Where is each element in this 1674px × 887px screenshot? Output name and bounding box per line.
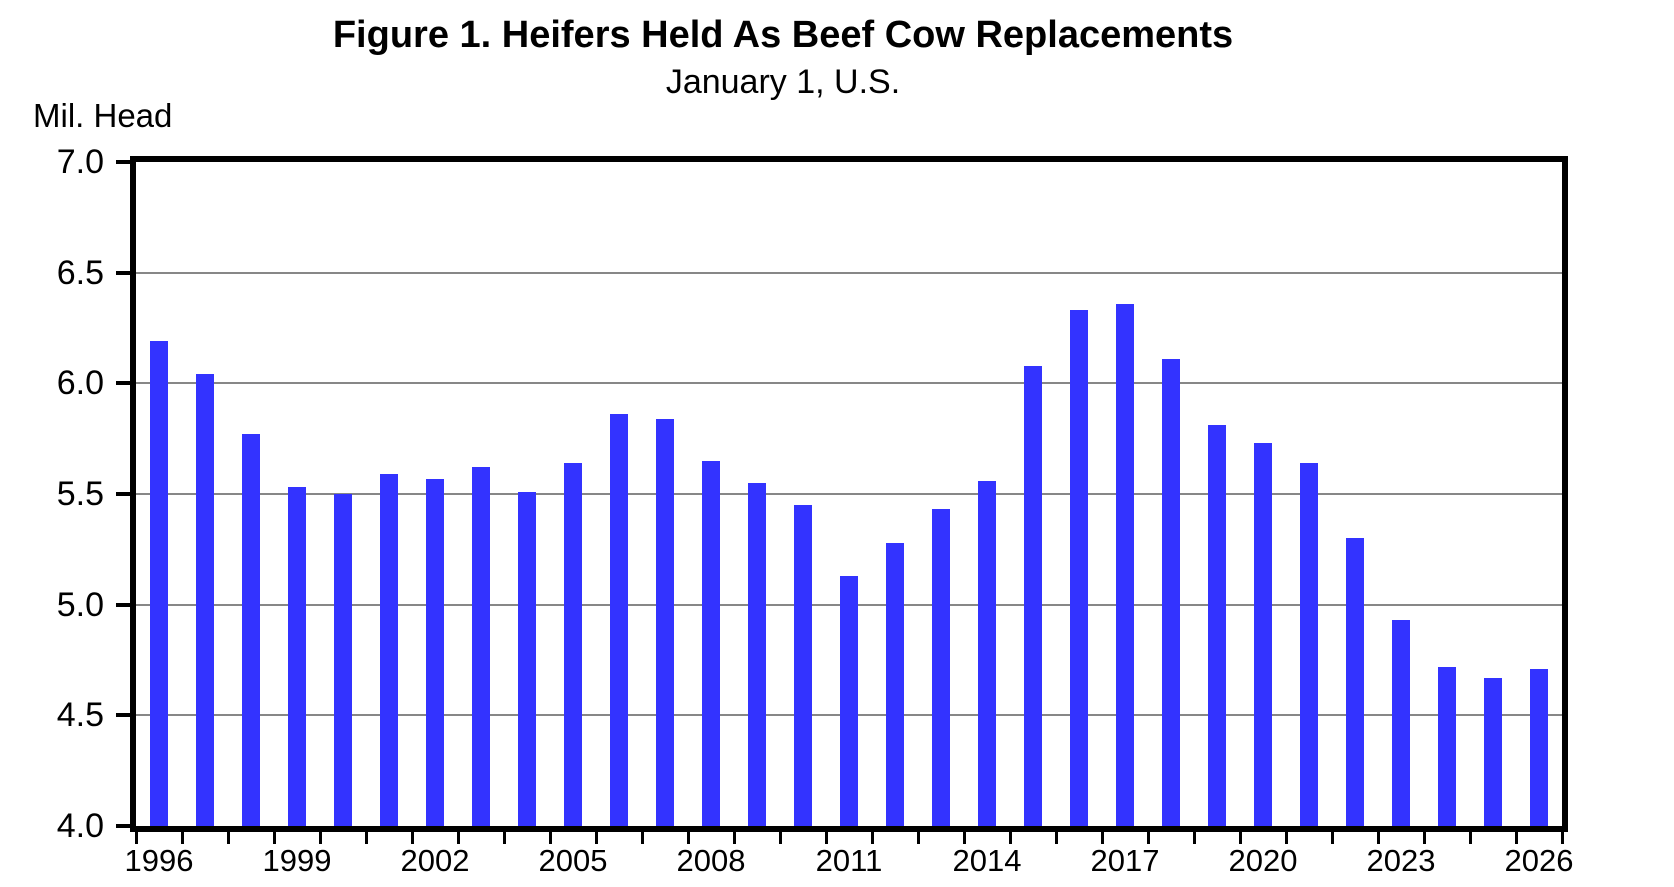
x-tick-mark-14: [779, 832, 782, 844]
x-tick-mark-24: [1239, 832, 1242, 844]
x-tick-mark-6: [411, 832, 414, 844]
x-tick-mark-18: [963, 832, 966, 844]
x-tick-mark-19: [1009, 832, 1012, 844]
bar-2001: [380, 474, 398, 826]
x-tick-mark-11: [641, 832, 644, 844]
bar-1998: [242, 434, 260, 826]
bar-2008: [702, 461, 720, 826]
gridline-6.0: [136, 382, 1562, 384]
y-tick-label-5.5: 5.5: [56, 475, 104, 513]
bar-2002: [426, 479, 444, 826]
x-tick-label-1999: 1999: [262, 843, 332, 878]
y-tick-label-7.0: 7.0: [56, 143, 104, 181]
bar-2024: [1438, 667, 1456, 826]
x-tick-mark-10: [595, 832, 598, 844]
x-tick-mark-16: [871, 832, 874, 844]
x-tick-mark-15: [825, 832, 828, 844]
x-tick-label-2011: 2011: [815, 843, 883, 878]
bar-1999: [288, 487, 306, 826]
y-tick-label-4.0: 4.0: [56, 807, 104, 845]
x-tick-mark-26: [1331, 832, 1334, 844]
y-tick-mark-5.5: [116, 492, 130, 496]
x-tick-label-2026: 2026: [1504, 843, 1574, 878]
y-tick-mark-4.5: [116, 713, 130, 717]
bar-2022: [1346, 538, 1364, 826]
chart-subtitle: January 1, U.S.: [665, 63, 901, 101]
bar-2026: [1530, 669, 1548, 826]
plot-area: [130, 156, 1568, 832]
bar-2014: [978, 481, 996, 826]
gridline-5.5: [136, 493, 1562, 495]
x-tick-label-2014: 2014: [952, 843, 1022, 878]
bar-2017: [1116, 304, 1134, 826]
y-tick-label-6.0: 6.0: [56, 364, 104, 402]
x-tick-mark-30: [1515, 832, 1518, 844]
bar-2023: [1392, 620, 1410, 826]
bar-2025: [1484, 678, 1502, 826]
bar-2006: [610, 414, 628, 826]
bar-2009: [748, 483, 766, 826]
bar-2016: [1070, 310, 1088, 826]
bar-2005: [564, 463, 582, 826]
bar-2013: [932, 509, 950, 826]
x-tick-mark-29: [1469, 832, 1472, 844]
x-tick-label-2008: 2008: [676, 843, 746, 878]
x-tick-mark-8: [503, 832, 506, 844]
bar-2019: [1208, 425, 1226, 826]
y-tick-label-6.5: 6.5: [56, 254, 104, 292]
bar-1997: [196, 374, 214, 826]
x-tick-mark-2: [227, 832, 230, 844]
x-tick-mark-1: [181, 832, 184, 844]
bar-2012: [886, 543, 904, 826]
bar-2004: [518, 492, 536, 826]
bar-2007: [656, 419, 674, 826]
bar-2015: [1024, 366, 1042, 826]
x-tick-label-2002: 2002: [400, 843, 470, 878]
x-tick-label-1996: 1996: [124, 843, 194, 878]
x-tick-mark-31: [1561, 832, 1564, 844]
bar-2021: [1300, 463, 1318, 826]
x-tick-label-2005: 2005: [538, 843, 608, 878]
y-axis-unit-label: Mil. Head: [33, 97, 173, 134]
x-tick-mark-3: [273, 832, 276, 844]
x-tick-mark-17: [917, 832, 920, 844]
y-tick-label-4.5: 4.5: [56, 696, 104, 734]
x-tick-mark-23: [1193, 832, 1196, 844]
bar-2010: [794, 505, 812, 826]
gridline-6.5: [136, 272, 1562, 274]
x-tick-mark-22: [1147, 832, 1150, 844]
y-tick-label-5.0: 5.0: [56, 586, 104, 624]
bar-2000: [334, 494, 352, 826]
y-tick-mark-4.0: [116, 824, 130, 828]
x-tick-mark-7: [457, 832, 460, 844]
x-tick-mark-0: [135, 832, 138, 844]
x-tick-mark-13: [733, 832, 736, 844]
y-tick-mark-5.0: [116, 603, 130, 607]
bar-2018: [1162, 359, 1180, 826]
x-tick-mark-12: [687, 832, 690, 844]
x-tick-mark-4: [319, 832, 322, 844]
x-tick-label-2017: 2017: [1090, 843, 1160, 878]
y-tick-mark-6.5: [116, 271, 130, 275]
x-tick-mark-5: [365, 832, 368, 844]
bar-2003: [472, 467, 490, 826]
x-tick-label-2020: 2020: [1228, 843, 1298, 878]
y-tick-mark-7.0: [116, 160, 130, 164]
chart-title: Figure 1. Heifers Held As Beef Cow Repla…: [332, 14, 1234, 56]
x-tick-mark-25: [1285, 832, 1288, 844]
x-tick-mark-28: [1423, 832, 1426, 844]
bar-2020: [1254, 443, 1272, 826]
bar-2011: [840, 576, 858, 826]
x-tick-mark-20: [1055, 832, 1058, 844]
x-tick-mark-21: [1101, 832, 1104, 844]
bar-1996: [150, 341, 168, 826]
y-tick-mark-6.0: [116, 381, 130, 385]
x-tick-mark-27: [1377, 832, 1380, 844]
x-tick-mark-9: [549, 832, 552, 844]
x-tick-label-2023: 2023: [1366, 843, 1436, 878]
